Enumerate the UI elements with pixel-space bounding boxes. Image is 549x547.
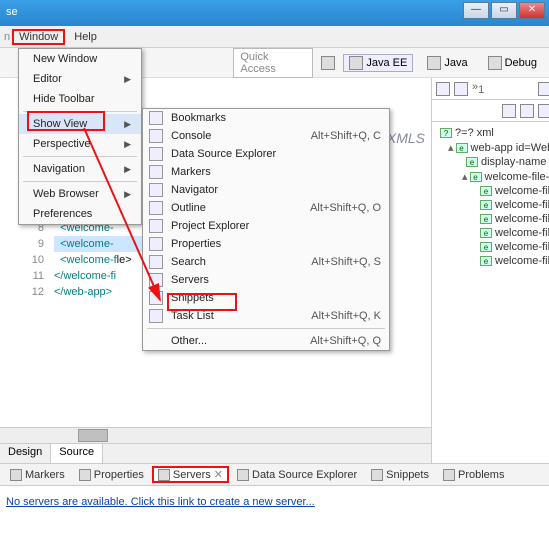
tab-snippets[interactable]: Snippets: [365, 467, 435, 483]
bottom-tabs: Markers Properties Servers ✕ Data Source…: [0, 464, 549, 486]
tab-servers[interactable]: Servers ✕: [152, 466, 229, 483]
menu-item-new-window[interactable]: New Window: [19, 49, 141, 69]
schema-hint: XMLS: [387, 130, 425, 146]
view-item-outline[interactable]: OutlineAlt+Shift+Q, O: [143, 199, 389, 217]
menu-item-navigation[interactable]: Navigation▶: [19, 159, 141, 179]
view-item-search[interactable]: SearchAlt+Shift+Q, S: [143, 253, 389, 271]
perspective-debug[interactable]: Debug: [482, 54, 543, 72]
menu-help[interactable]: Help: [67, 29, 104, 45]
menu-item-show-view[interactable]: Show View▶: [19, 114, 141, 134]
menubar: n Window Help: [0, 26, 549, 48]
window-minimize-button[interactable]: —: [463, 2, 489, 19]
data-source-icon: [149, 147, 163, 161]
menu-item-preferences[interactable]: Preferences: [19, 204, 141, 224]
servers-icon: [158, 469, 170, 481]
view-item-other[interactable]: Other...Alt+Shift+Q, Q: [143, 332, 389, 350]
problems-icon: [443, 469, 455, 481]
servers-view-content: No servers are available. Click this lin…: [0, 486, 549, 518]
scrollbar-thumb[interactable]: [78, 429, 108, 442]
tab-data-source-explorer[interactable]: Data Source Explorer: [231, 467, 363, 483]
view-item-snippets[interactable]: Snippets: [143, 289, 389, 307]
view-item-data-source-explorer[interactable]: Data Source Explorer: [143, 145, 389, 163]
tab-properties[interactable]: Properties: [73, 467, 150, 483]
tree-node[interactable]: edisplay-name: [438, 155, 549, 169]
tree-node[interactable]: ewelcome-fil: [438, 198, 549, 212]
menu-item-hide-toolbar[interactable]: Hide Toolbar: [19, 89, 141, 109]
javaee-icon: [349, 56, 363, 70]
perspective-javaee[interactable]: Java EE: [343, 54, 413, 72]
horizontal-scrollbar[interactable]: [0, 427, 431, 443]
window-maximize-button[interactable]: ▭: [491, 2, 517, 19]
view-item-console[interactable]: ConsoleAlt+Shift+Q, C: [143, 127, 389, 145]
tree-node[interactable]: ??=? xml: [438, 126, 549, 140]
view-item-task-list[interactable]: Task ListAlt+Shift+Q, K: [143, 307, 389, 325]
menu-item-web-browser[interactable]: Web Browser▶: [19, 184, 141, 204]
editor-bottom-tabs: Design Source: [0, 443, 431, 463]
window-titlebar: se — ▭ ✕: [0, 0, 549, 26]
outline-tool-icon[interactable]: [538, 104, 549, 118]
outline-tool-icon[interactable]: [502, 104, 516, 118]
markers-icon: [149, 165, 163, 179]
console-icon: [149, 129, 163, 143]
outline-toolbar: »1: [432, 78, 549, 100]
tab-markers[interactable]: Markers: [4, 467, 71, 483]
servers-icon: [149, 273, 163, 287]
tree-node[interactable]: ewelcome-fil: [438, 184, 549, 198]
tree-node[interactable]: ▴ewelcome-file-li: [438, 169, 549, 184]
title-fragment: se: [2, 4, 22, 20]
create-server-link[interactable]: No servers are available. Click this lin…: [6, 496, 315, 508]
tab-problems[interactable]: Problems: [437, 467, 510, 483]
view-item-navigator[interactable]: Navigator: [143, 181, 389, 199]
project-explorer-icon: [149, 219, 163, 233]
task-list-icon: [149, 309, 163, 323]
markers-icon: [10, 469, 22, 481]
snippets-icon: [371, 469, 383, 481]
tab-design[interactable]: Design: [0, 444, 51, 463]
bottom-panel: Markers Properties Servers ✕ Data Source…: [0, 463, 549, 547]
outline-tree[interactable]: ??=? xml ▴eweb-app id=Web edisplay-name …: [432, 122, 549, 272]
tree-node[interactable]: ewelcome-fil: [438, 240, 549, 254]
quick-access-input[interactable]: Quick Access: [233, 48, 313, 78]
outline-icon[interactable]: [454, 82, 468, 96]
java-icon: [427, 56, 441, 70]
view-item-markers[interactable]: Markers: [143, 163, 389, 181]
tree-node[interactable]: ewelcome-fil: [438, 226, 549, 240]
outline-tool-icon[interactable]: [520, 104, 534, 118]
perspective-java[interactable]: Java: [421, 54, 473, 72]
properties-icon: [79, 469, 91, 481]
menu-window[interactable]: Window: [12, 29, 65, 45]
minimize-icon[interactable]: [538, 82, 549, 96]
window-close-button[interactable]: ✕: [519, 2, 545, 19]
open-perspective-icon[interactable]: [321, 56, 335, 70]
properties-icon: [149, 237, 163, 251]
close-icon[interactable]: ✕: [214, 468, 223, 481]
debug-icon: [488, 56, 502, 70]
view-item-properties[interactable]: Properties: [143, 235, 389, 253]
menu-item-editor[interactable]: Editor▶: [19, 69, 141, 89]
outline-icon[interactable]: [436, 82, 450, 96]
tab-source[interactable]: Source: [51, 444, 103, 463]
bookmarks-icon: [149, 111, 163, 125]
outline-icon: [149, 201, 163, 215]
data-source-icon: [237, 469, 249, 481]
view-item-bookmarks[interactable]: Bookmarks: [143, 109, 389, 127]
view-item-project-explorer[interactable]: Project Explorer: [143, 217, 389, 235]
view-item-servers[interactable]: Servers: [143, 271, 389, 289]
outline-pane: »1 ??=? xml ▴eweb-app id=Web edisplay-na…: [432, 78, 549, 463]
snippets-icon: [149, 291, 163, 305]
search-icon: [149, 255, 163, 269]
window-menu-dropdown: New Window Editor▶ Hide Toolbar Show Vie…: [18, 48, 142, 225]
tree-node[interactable]: ewelcome-fil: [438, 212, 549, 226]
tree-node[interactable]: ewelcome-fil: [438, 254, 549, 268]
menu-item-perspective[interactable]: Perspective▶: [19, 134, 141, 154]
tree-node[interactable]: ▴eweb-app id=Web: [438, 140, 549, 155]
navigator-icon: [149, 183, 163, 197]
show-view-submenu: Bookmarks ConsoleAlt+Shift+Q, C Data Sou…: [142, 108, 390, 351]
